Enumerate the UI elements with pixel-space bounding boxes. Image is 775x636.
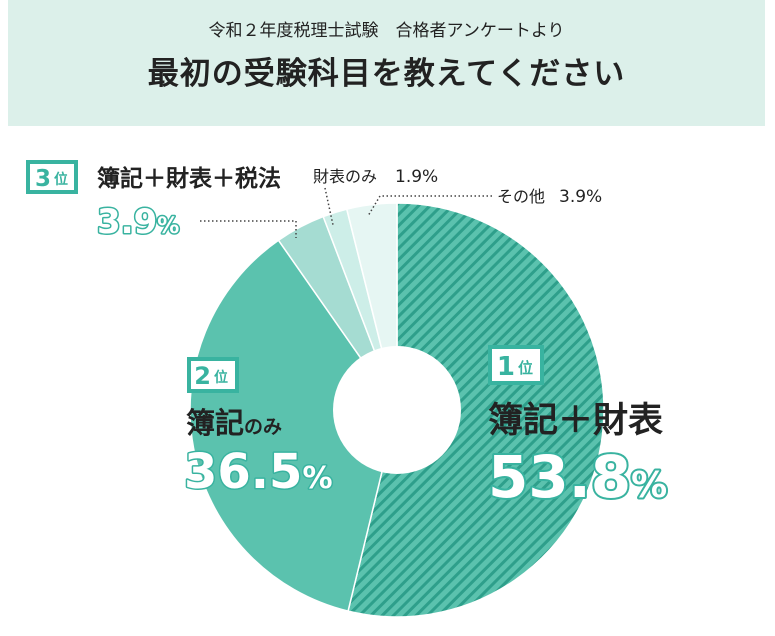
slice-label-5: その他: [497, 187, 545, 206]
leader-line-slice3: [200, 220, 297, 238]
slice-1-annotation: 1 位 簿記＋財表 53.8%: [486, 345, 669, 513]
slice-value-3: 3.9%: [97, 202, 179, 242]
header-banner: 令和２年度税理士試験 合格者アンケートより 最初の受験科目を教えてください: [8, 0, 765, 126]
slice-3-annotation: 3 位 簿記＋財表＋税法 3.9%: [26, 160, 281, 244]
slice-4-annotation: 財表のみ 1.9%: [313, 167, 438, 187]
rank-suffix-1: 位: [518, 359, 533, 377]
slice-value-5: 3.9%: [559, 187, 602, 207]
rank-badge-2: [187, 357, 239, 393]
leader-lines: [200, 187, 492, 238]
slice-label-4: 財表のみ: [313, 167, 377, 186]
pie-slice-2: [189, 239, 398, 613]
rank-number-3: 3: [35, 166, 51, 192]
donut-hole: [333, 346, 461, 474]
rank-number-1: 1: [497, 352, 515, 382]
rank-badge-1: [488, 345, 544, 385]
slice-value-1: 53.8%: [488, 443, 667, 511]
slice-2-annotation: 2 位 簿記のみ 36.5%: [183, 357, 334, 502]
slice-label-3: 簿記＋財表＋税法: [97, 165, 281, 192]
chart-subtitle: 令和２年度税理士試験 合格者アンケートより: [208, 21, 565, 41]
slice-value-4: 1.9%: [395, 167, 438, 187]
slice-value-2: 36.5%: [184, 444, 333, 500]
rank-suffix-3: 位: [54, 171, 68, 188]
chart-title: 最初の受験科目を教えてください: [147, 56, 626, 92]
slice-label-1: 簿記＋財表: [488, 401, 663, 441]
pie-slice-1: [347, 202, 605, 618]
rank-badge-3: [26, 160, 78, 194]
slice-5-annotation: その他 3.9%: [497, 187, 602, 207]
slice-label-2: 簿記のみ: [186, 406, 282, 440]
rank-suffix-2: 位: [214, 369, 228, 386]
rank-number-2: 2: [194, 362, 211, 390]
leader-line-slice5: [367, 195, 492, 217]
